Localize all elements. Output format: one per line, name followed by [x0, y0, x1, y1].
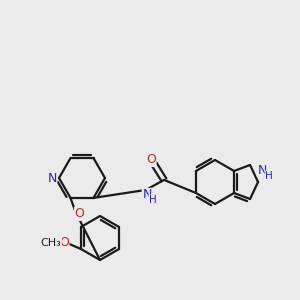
Text: O: O	[75, 207, 84, 220]
Text: O: O	[59, 236, 69, 250]
Text: CH₃: CH₃	[40, 238, 61, 248]
Text: H: H	[265, 171, 273, 181]
Text: N: N	[47, 172, 57, 184]
Text: O: O	[146, 153, 156, 167]
Text: N: N	[142, 188, 152, 201]
Text: N: N	[257, 164, 267, 176]
Text: H: H	[149, 195, 157, 205]
